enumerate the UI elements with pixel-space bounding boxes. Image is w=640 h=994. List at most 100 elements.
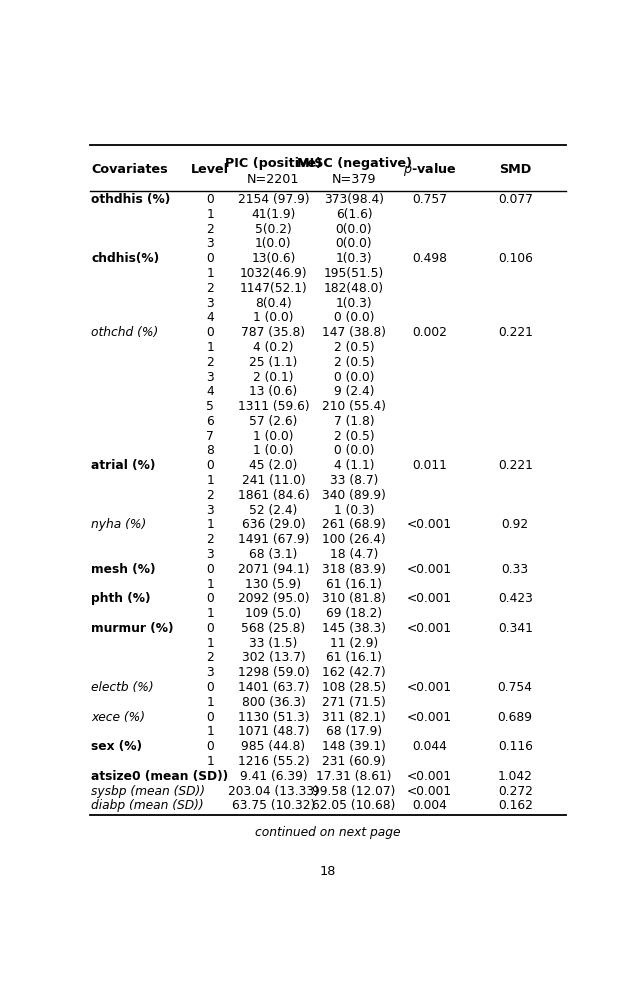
Text: mesh (%): mesh (%) bbox=[92, 563, 156, 576]
Text: 0: 0 bbox=[206, 710, 214, 723]
Text: 2 (0.5): 2 (0.5) bbox=[333, 356, 374, 369]
Text: 1032(46.9): 1032(46.9) bbox=[239, 266, 307, 279]
Text: 4 (0.2): 4 (0.2) bbox=[253, 341, 294, 354]
Text: 2: 2 bbox=[206, 651, 214, 664]
Text: <0.001: <0.001 bbox=[407, 680, 452, 694]
Text: 0.423: 0.423 bbox=[498, 591, 532, 604]
Text: 4 (1.1): 4 (1.1) bbox=[334, 459, 374, 472]
Text: 1: 1 bbox=[206, 208, 214, 221]
Text: 302 (13.7): 302 (13.7) bbox=[241, 651, 305, 664]
Text: 182(48.0): 182(48.0) bbox=[324, 281, 384, 294]
Text: 0(0.0): 0(0.0) bbox=[336, 223, 372, 236]
Text: 1: 1 bbox=[206, 606, 214, 619]
Text: 1 (0.0): 1 (0.0) bbox=[253, 311, 294, 324]
Text: 0.011: 0.011 bbox=[412, 459, 447, 472]
Text: 145 (38.3): 145 (38.3) bbox=[322, 621, 386, 634]
Text: murmur (%): murmur (%) bbox=[92, 621, 174, 634]
Text: 7 (1.8): 7 (1.8) bbox=[333, 414, 374, 427]
Text: 2154 (97.9): 2154 (97.9) bbox=[237, 193, 309, 206]
Text: 241 (11.0): 241 (11.0) bbox=[241, 473, 305, 486]
Text: 0.689: 0.689 bbox=[498, 710, 532, 723]
Text: xece (%): xece (%) bbox=[92, 710, 145, 723]
Text: <0.001: <0.001 bbox=[407, 591, 452, 604]
Text: 0: 0 bbox=[206, 563, 214, 576]
Text: 68 (3.1): 68 (3.1) bbox=[249, 548, 298, 561]
Text: 0.221: 0.221 bbox=[498, 459, 532, 472]
Text: 62.05 (10.68): 62.05 (10.68) bbox=[312, 798, 396, 811]
Text: diabp (mean (SD)): diabp (mean (SD)) bbox=[92, 798, 204, 811]
Text: 1: 1 bbox=[206, 725, 214, 738]
Text: 2: 2 bbox=[206, 356, 214, 369]
Text: continued on next page: continued on next page bbox=[255, 825, 401, 838]
Text: 147 (38.8): 147 (38.8) bbox=[322, 326, 386, 339]
Text: 3: 3 bbox=[206, 548, 214, 561]
Text: 18 (4.7): 18 (4.7) bbox=[330, 548, 378, 561]
Text: sysbp (mean (SD)): sysbp (mean (SD)) bbox=[92, 783, 205, 797]
Text: 13(0.6): 13(0.6) bbox=[252, 251, 296, 265]
Text: 0.004: 0.004 bbox=[412, 798, 447, 811]
Text: 109 (5.0): 109 (5.0) bbox=[245, 606, 301, 619]
Text: 0.754: 0.754 bbox=[498, 680, 532, 694]
Text: 0: 0 bbox=[206, 740, 214, 752]
Text: N=2201: N=2201 bbox=[247, 173, 300, 186]
Text: 3: 3 bbox=[206, 296, 214, 309]
Text: 0: 0 bbox=[206, 193, 214, 206]
Text: nyha (%): nyha (%) bbox=[92, 518, 147, 531]
Text: 18: 18 bbox=[320, 865, 336, 878]
Text: 6: 6 bbox=[206, 414, 214, 427]
Text: 0.116: 0.116 bbox=[498, 740, 532, 752]
Text: 33 (1.5): 33 (1.5) bbox=[249, 636, 298, 649]
Text: 57 (2.6): 57 (2.6) bbox=[249, 414, 298, 427]
Text: 310 (81.8): 310 (81.8) bbox=[322, 591, 386, 604]
Text: 1: 1 bbox=[206, 636, 214, 649]
Text: 1 (0.0): 1 (0.0) bbox=[253, 429, 294, 442]
Text: 13 (0.6): 13 (0.6) bbox=[250, 385, 298, 398]
Text: 63.75 (10.32): 63.75 (10.32) bbox=[232, 798, 315, 811]
Text: 45 (2.0): 45 (2.0) bbox=[249, 459, 298, 472]
Text: 1(0.3): 1(0.3) bbox=[336, 296, 372, 309]
Text: 0.272: 0.272 bbox=[498, 783, 532, 797]
Text: 0.757: 0.757 bbox=[412, 193, 447, 206]
Text: <0.001: <0.001 bbox=[407, 518, 452, 531]
Text: 3: 3 bbox=[206, 238, 214, 250]
Text: <0.001: <0.001 bbox=[407, 621, 452, 634]
Text: 8: 8 bbox=[206, 444, 214, 457]
Text: 3: 3 bbox=[206, 666, 214, 679]
Text: 68 (17.9): 68 (17.9) bbox=[326, 725, 382, 738]
Text: 8(0.4): 8(0.4) bbox=[255, 296, 292, 309]
Text: 0.33: 0.33 bbox=[502, 563, 529, 576]
Text: 0 (0.0): 0 (0.0) bbox=[334, 444, 374, 457]
Text: 0.162: 0.162 bbox=[498, 798, 532, 811]
Text: 1: 1 bbox=[206, 341, 214, 354]
Text: 41(1.9): 41(1.9) bbox=[252, 208, 296, 221]
Text: 5: 5 bbox=[206, 400, 214, 413]
Text: 2: 2 bbox=[206, 488, 214, 501]
Text: atrial (%): atrial (%) bbox=[92, 459, 156, 472]
Text: 261 (68.9): 261 (68.9) bbox=[322, 518, 386, 531]
Text: 1071 (48.7): 1071 (48.7) bbox=[237, 725, 309, 738]
Text: 0.498: 0.498 bbox=[412, 251, 447, 265]
Text: 61 (16.1): 61 (16.1) bbox=[326, 651, 382, 664]
Text: 0: 0 bbox=[206, 621, 214, 634]
Text: 1311 (59.6): 1311 (59.6) bbox=[237, 400, 309, 413]
Text: 9.41 (6.39): 9.41 (6.39) bbox=[239, 769, 307, 782]
Text: 210 (55.4): 210 (55.4) bbox=[322, 400, 386, 413]
Text: 2071 (94.1): 2071 (94.1) bbox=[237, 563, 309, 576]
Text: atsize0 (mean (SD)): atsize0 (mean (SD)) bbox=[92, 769, 228, 782]
Text: 0.341: 0.341 bbox=[498, 621, 532, 634]
Text: 1216 (55.2): 1216 (55.2) bbox=[237, 754, 309, 767]
Text: Level: Level bbox=[191, 163, 229, 176]
Text: 33 (8.7): 33 (8.7) bbox=[330, 473, 378, 486]
Text: 9 (2.4): 9 (2.4) bbox=[334, 385, 374, 398]
Text: 1(0.3): 1(0.3) bbox=[336, 251, 372, 265]
Text: 985 (44.8): 985 (44.8) bbox=[241, 740, 305, 752]
Text: 1: 1 bbox=[206, 266, 214, 279]
Text: 1298 (59.0): 1298 (59.0) bbox=[237, 666, 309, 679]
Text: 1: 1 bbox=[206, 577, 214, 589]
Text: othchd (%): othchd (%) bbox=[92, 326, 159, 339]
Text: 148 (39.1): 148 (39.1) bbox=[322, 740, 386, 752]
Text: 0: 0 bbox=[206, 591, 214, 604]
Text: $p$-value: $p$-value bbox=[403, 161, 456, 178]
Text: 1.042: 1.042 bbox=[498, 769, 532, 782]
Text: 0.044: 0.044 bbox=[412, 740, 447, 752]
